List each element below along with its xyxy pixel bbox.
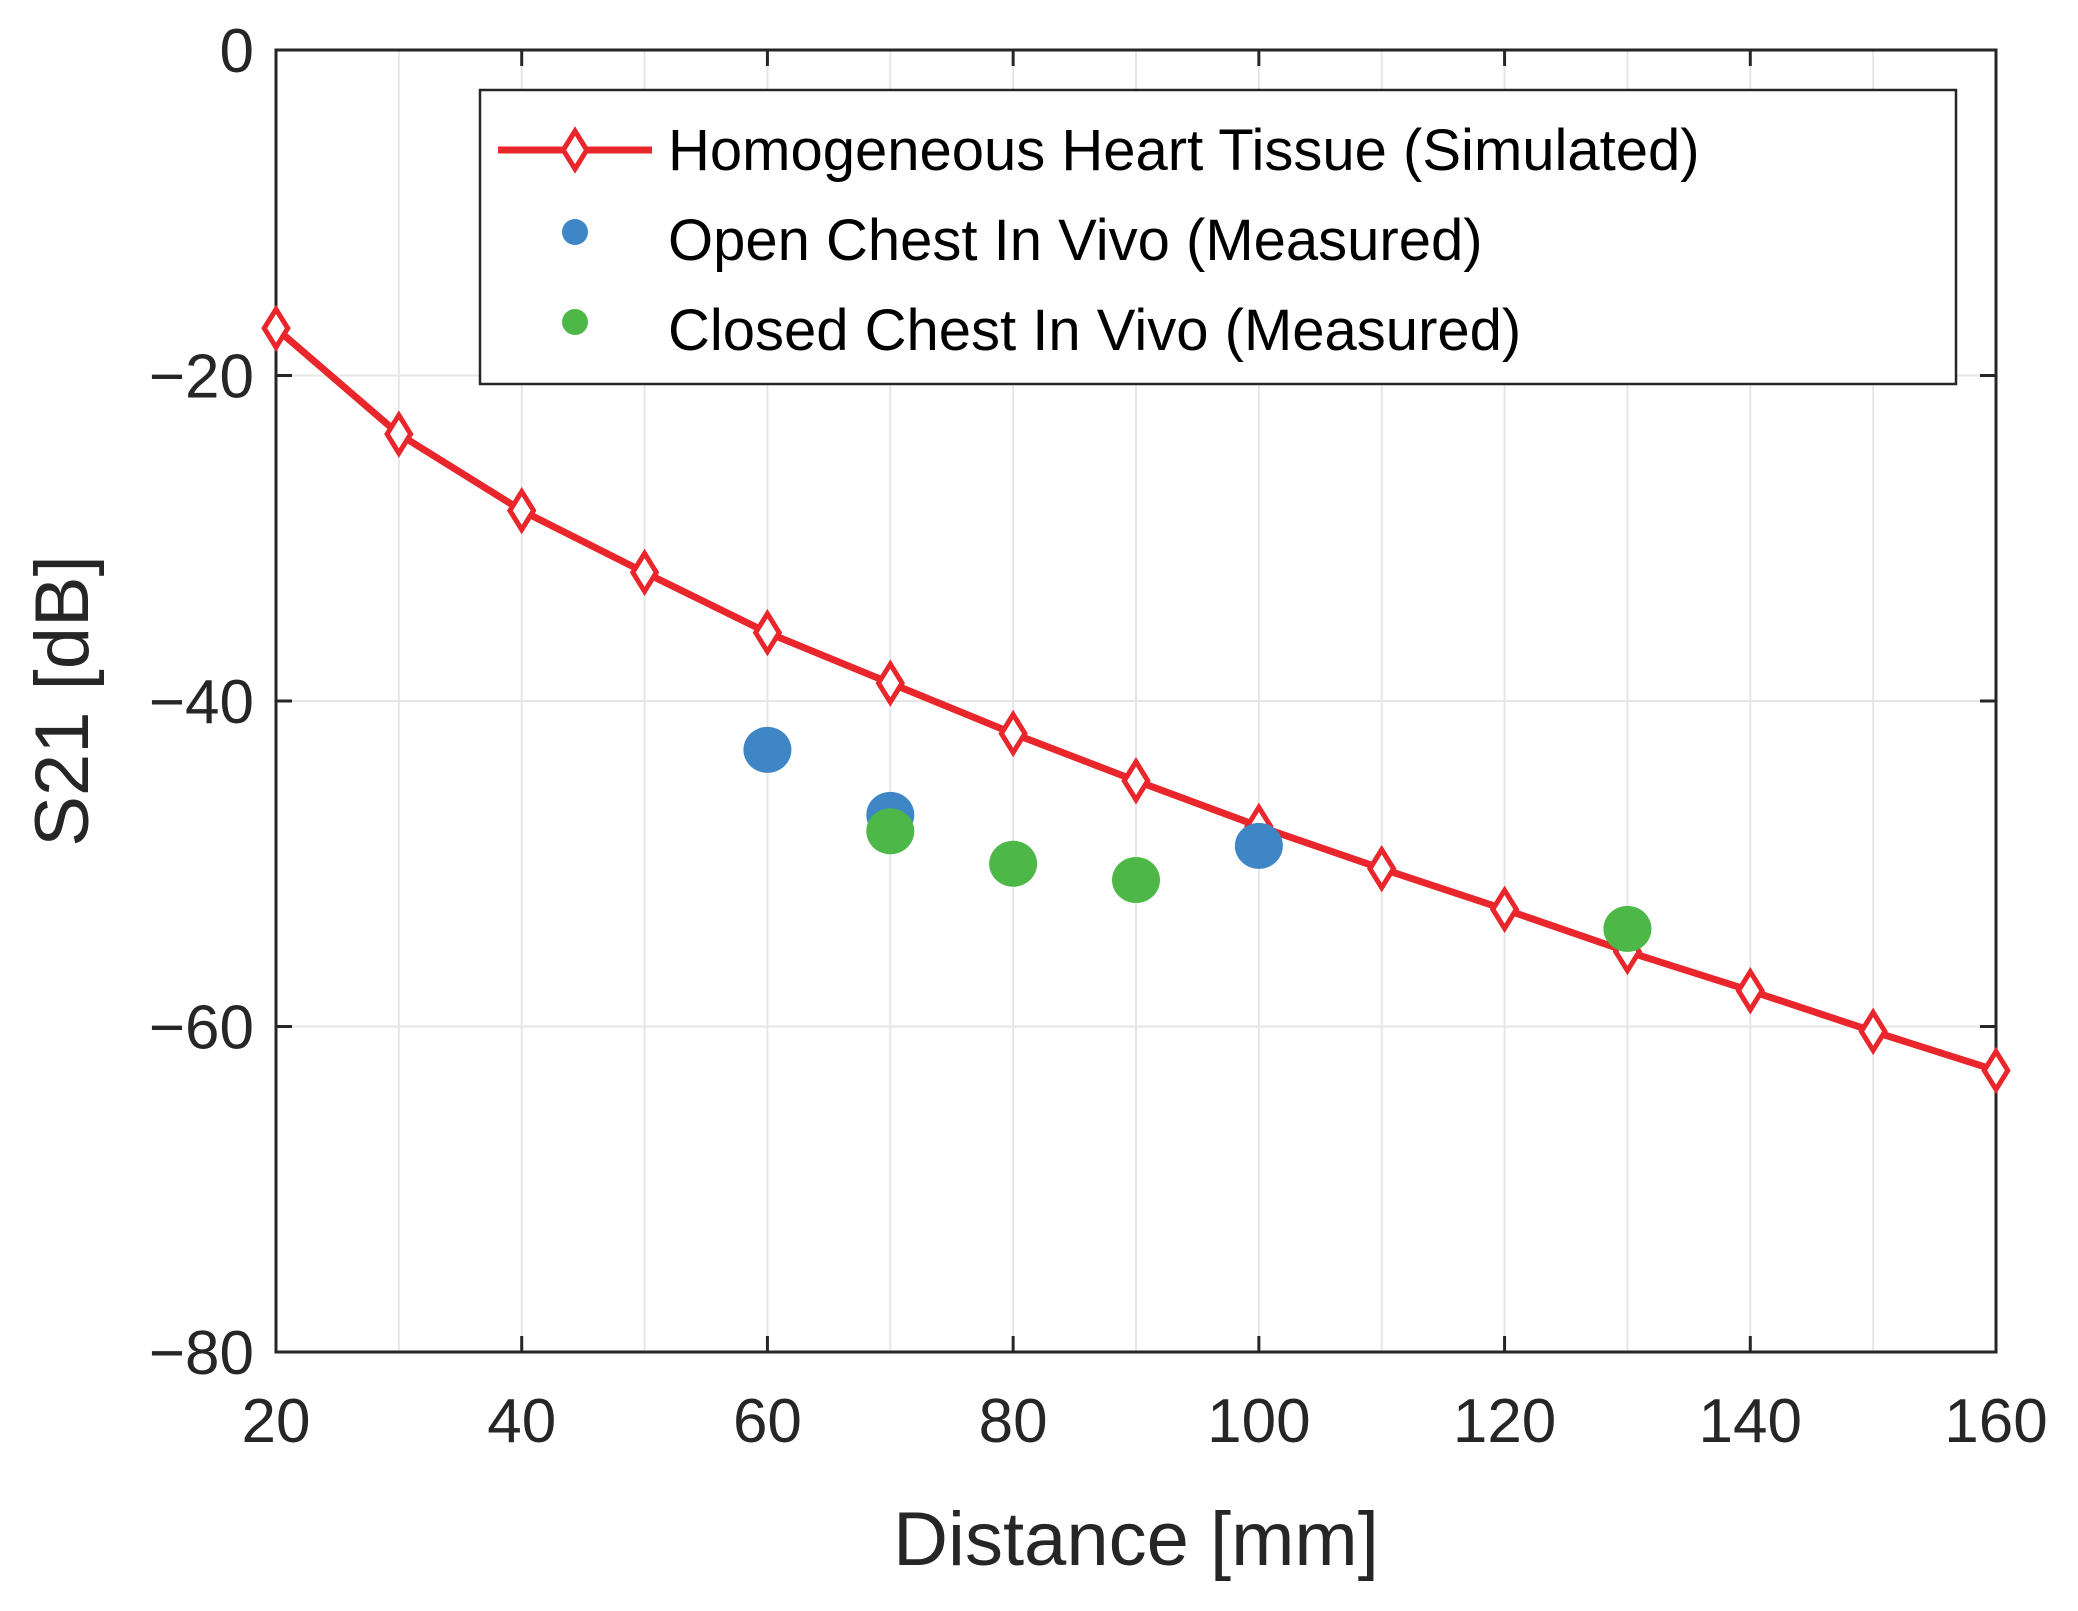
data-point-simulated	[1735, 966, 1766, 1015]
data-point-simulated	[384, 410, 414, 458]
x-tick-label: 40	[487, 1387, 556, 1456]
data-point-simulated	[998, 709, 1028, 758]
data-point-simulated	[629, 548, 660, 597]
data-point-closed-chest	[1603, 905, 1652, 952]
data-marks	[261, 304, 2011, 1095]
data-point-simulated	[752, 608, 783, 657]
data-point-simulated	[1366, 844, 1397, 893]
data-point-open-chest	[1234, 822, 1283, 869]
data-point-simulated	[1981, 1046, 2011, 1095]
x-tick-label: 20	[242, 1387, 311, 1456]
y-axis: 0 −20 −40 −60 −80	[149, 17, 1996, 1388]
data-point-simulated	[875, 659, 906, 707]
legend-diamond-icon	[560, 126, 590, 174]
legend-label: Closed Chest In Vivo (Measured)	[668, 298, 1521, 363]
data-point-closed-chest	[1112, 857, 1160, 904]
x-tick-label: 60	[733, 1387, 802, 1456]
x-tick-label: 100	[1207, 1387, 1310, 1456]
data-point-closed-chest	[989, 840, 1038, 887]
data-point-simulated	[261, 304, 291, 353]
x-tick-label: 120	[1453, 1387, 1556, 1456]
legend-label: Open Chest In Vivo (Measured)	[668, 208, 1483, 273]
x-axis: 20 40 60 80 100 120 140 160	[242, 50, 2048, 1456]
y-tick-label: −60	[149, 994, 254, 1063]
data-point-simulated	[1489, 885, 1520, 934]
data-point-simulated	[506, 486, 537, 535]
legend-dot-icon	[562, 309, 588, 335]
x-tick-label: 160	[1944, 1387, 2047, 1456]
x-tick-label: 80	[979, 1387, 1048, 1456]
y-tick-label: −20	[149, 343, 254, 412]
y-tick-label: −80	[149, 1319, 254, 1388]
y-tick-label: −40	[149, 668, 254, 737]
x-tick-label: 140	[1699, 1387, 1802, 1456]
data-point-simulated	[1121, 757, 1151, 805]
legend-label: Homogeneous Heart Tissue (Simulated)	[668, 118, 1700, 183]
legend-dot-icon	[562, 219, 588, 245]
y-axis-label: S21 [dB]	[20, 555, 105, 847]
data-point-open-chest	[743, 726, 792, 773]
data-point-simulated	[1858, 1007, 1888, 1056]
y-tick-label: 0	[220, 17, 254, 86]
legend-box	[478, 88, 1958, 386]
x-axis-label: Distance [mm]	[893, 1497, 1379, 1582]
data-point-closed-chest	[866, 808, 915, 855]
legend: Homogeneous Heart Tissue (Simulated) Open…	[478, 88, 1958, 386]
